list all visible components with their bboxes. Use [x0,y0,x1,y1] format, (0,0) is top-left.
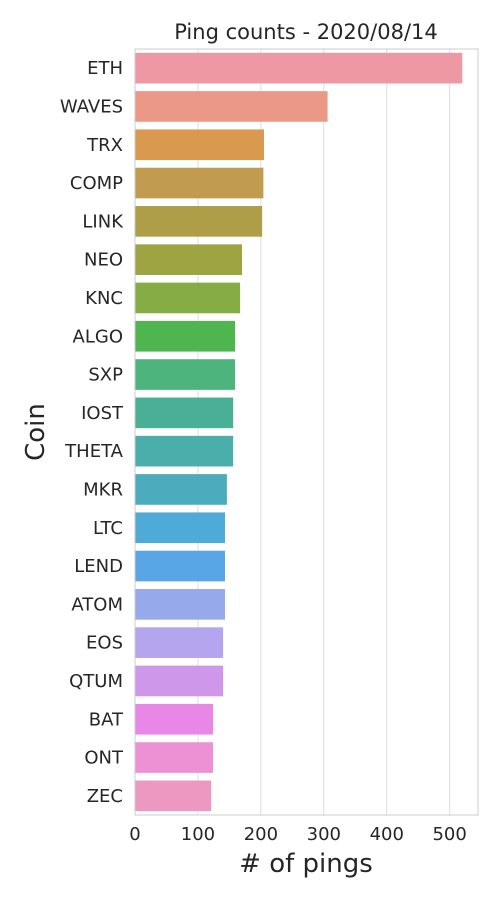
y-tick-label: ATOM [71,594,123,615]
bar-lend [135,550,225,582]
bar-sxp [135,359,236,390]
plot-border [134,48,479,816]
bar-eth [135,52,463,84]
x-axis-label: # of pings [239,849,373,879]
y-tick-label: ONT [84,748,124,769]
y-tick-label: NEO [84,250,123,271]
y-tick-label: LTC [93,518,123,539]
bar-eos [135,627,224,658]
y-tick-labels: ETH WAVES TRX COMP LINK NEO KNC ALGO SXP IOST THET… [60,58,124,807]
x-tick-label: 100 [181,824,215,845]
x-tick-label: 0 [129,824,140,845]
x-tick-label: 300 [307,824,341,845]
bar-iost [135,397,234,429]
y-tick-label: BAT [89,709,124,730]
y-tick-label: IOST [81,403,124,424]
bar-knc [135,282,241,314]
bar-mkr [135,474,227,505]
bar-ont [135,742,214,773]
y-tick-label: LINK [82,211,124,232]
bar-atom [135,589,225,620]
bar-ltc [135,512,225,544]
y-tick-label: EOS [86,633,123,654]
y-tick-label: THETA [64,441,124,462]
y-tick-label: SXP [88,365,123,386]
bar-neo [135,244,242,275]
x-tick-label: 200 [244,824,278,845]
x-tick-label: 400 [370,824,404,845]
y-tick-label: KNC [85,288,123,309]
bar-theta [135,435,234,467]
bars [135,52,463,812]
y-tick-label: ALGO [73,326,123,347]
y-axis-label: Coin [21,403,51,461]
bar-trx [135,129,265,161]
y-tick-label: COMP [70,173,123,194]
y-tick-label: ETH [87,58,123,79]
chart-title: Ping counts - 2020/08/14 [174,20,438,44]
bar-comp [135,167,264,199]
bar-qtum [135,665,224,697]
y-tick-label: MKR [83,479,123,500]
y-tick-label: ZEC [87,786,123,807]
bar-link [135,206,263,237]
x-tick-label: 500 [432,824,466,845]
bar-algo [135,320,236,352]
y-tick-label: QTUM [69,671,123,692]
bar-zec [135,780,212,812]
bar-waves [135,91,328,122]
bar-bat [135,703,214,735]
y-tick-label: TRX [86,135,123,156]
axes-frame [134,48,479,816]
x-tick-labels: 0 100 200 300 400 500 [129,824,467,845]
y-tick-label: WAVES [60,96,123,117]
grid-lines [134,49,451,815]
y-tick-label: LEND [74,556,123,577]
